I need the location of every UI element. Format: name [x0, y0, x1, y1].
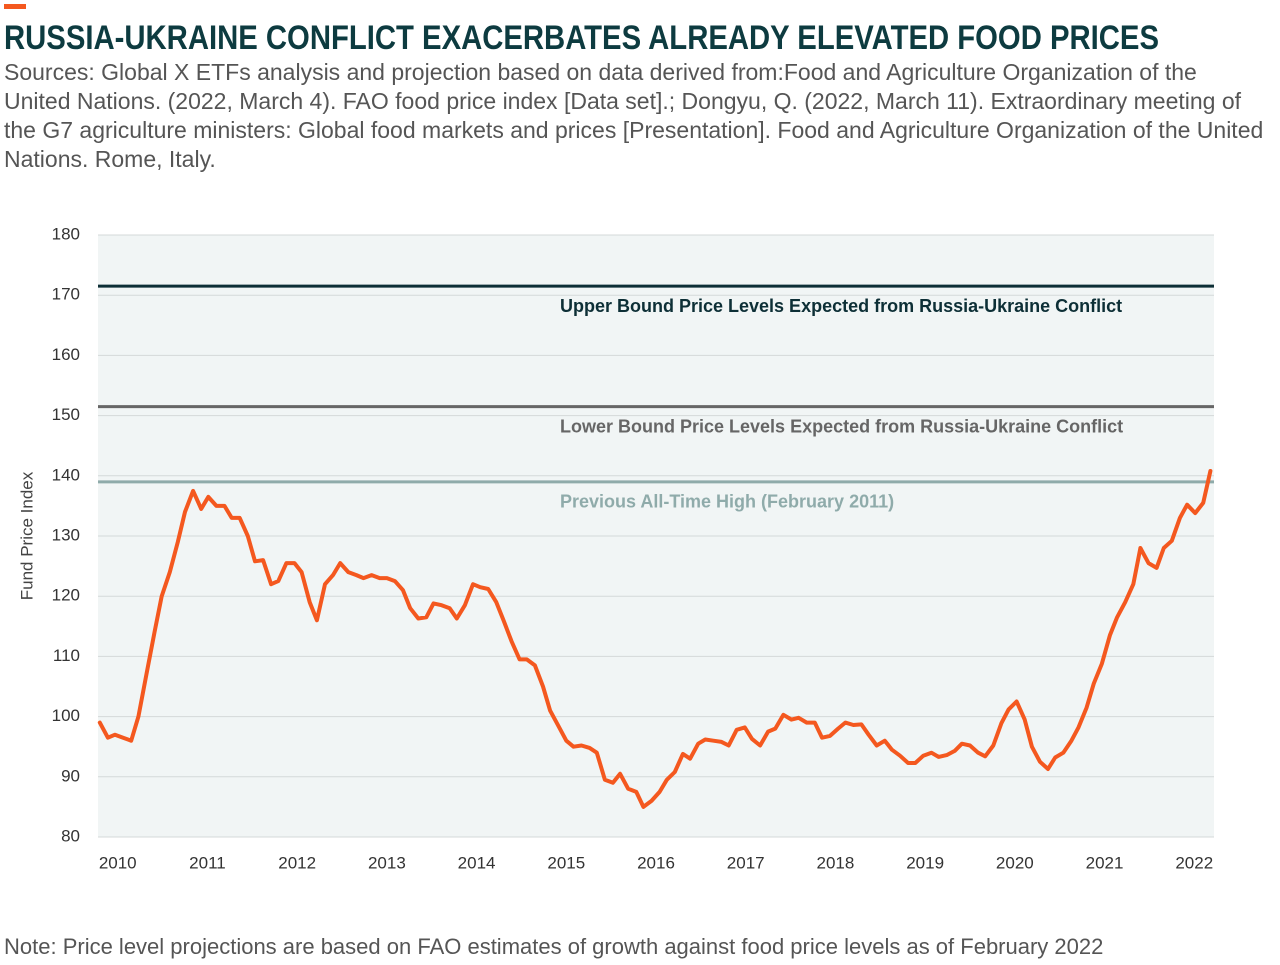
y-tick-label: 90 [61, 766, 80, 785]
y-axis-label: Fund Price Index [17, 471, 36, 600]
y-tick-label: 130 [52, 525, 80, 544]
y-tick-label: 80 [61, 826, 80, 845]
x-tick-label: 2020 [996, 853, 1034, 872]
accent-bar [4, 4, 26, 9]
data-line [97, 469, 1213, 809]
reference-label: Lower Bound Price Levels Expected from R… [560, 416, 1123, 436]
x-tick-label: 2017 [727, 853, 765, 872]
y-tick-label: 120 [52, 586, 80, 605]
x-tick-label: 2016 [637, 853, 675, 872]
x-tick-label: 2018 [817, 853, 855, 872]
x-tick-label: 2010 [99, 853, 137, 872]
x-tick-label: 2012 [278, 853, 316, 872]
x-tick-label: 2014 [458, 853, 496, 872]
x-tick-label: 2011 [189, 853, 226, 872]
y-tick-label: 150 [52, 405, 80, 424]
x-tick-label: 2019 [906, 853, 944, 872]
reference-label: Upper Bound Price Levels Expected from R… [560, 296, 1122, 316]
reference-label: Previous All-Time High (February 2011) [560, 492, 894, 512]
subtitle: Sources: Global X ETFs analysis and proj… [4, 59, 1264, 172]
x-tick-label: 2013 [368, 853, 406, 872]
y-tick-label: 160 [52, 345, 80, 364]
x-tick-label: 2022 [1175, 853, 1213, 872]
chart-title: RUSSIA-UKRAINE CONFLICT EXACERBATES ALRE… [4, 19, 1159, 57]
x-tick-label: 2021 [1086, 853, 1124, 872]
x-tick-label: 2015 [547, 853, 585, 872]
y-tick-label: 140 [52, 465, 80, 484]
y-tick-label: 100 [52, 706, 80, 725]
y-tick-label: 180 [52, 224, 80, 243]
y-tick-label: 170 [52, 285, 80, 304]
note: Note: Price level projections are based … [4, 934, 1104, 959]
y-tick-label: 110 [53, 646, 80, 665]
